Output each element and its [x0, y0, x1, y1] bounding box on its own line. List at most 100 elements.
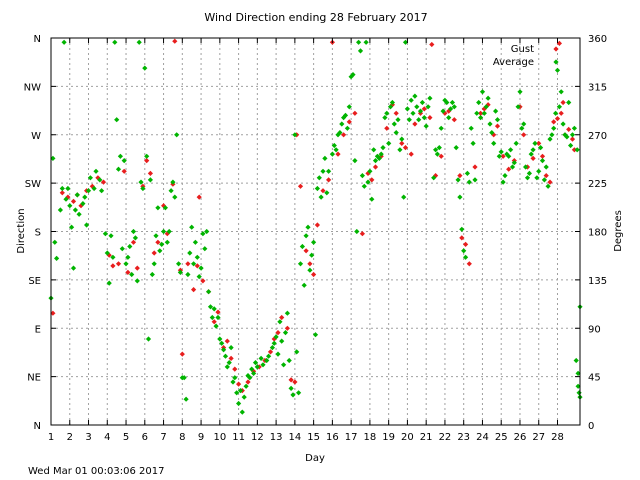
- gust-point: [408, 151, 414, 157]
- average-point: [359, 173, 365, 179]
- gust-point: [451, 117, 457, 123]
- gust-point: [185, 261, 191, 267]
- gust-point: [459, 235, 465, 241]
- average-point: [538, 145, 544, 151]
- average-point: [395, 117, 401, 123]
- average-point: [508, 147, 514, 153]
- average-point: [541, 177, 547, 183]
- average-point: [288, 385, 294, 391]
- gust-point: [438, 153, 444, 159]
- average-point: [554, 67, 561, 73]
- x-tick-label: 27: [532, 432, 545, 443]
- y2-tick-label: 270: [588, 131, 607, 142]
- average-point: [389, 99, 395, 106]
- average-point: [286, 357, 292, 364]
- gust-point: [134, 265, 140, 271]
- average-point: [251, 370, 257, 376]
- average-point: [376, 155, 382, 161]
- average-point: [367, 168, 373, 174]
- gust-point: [288, 377, 294, 383]
- average-point: [264, 357, 270, 364]
- average-point: [74, 192, 80, 198]
- gust-point: [172, 38, 178, 44]
- gust-point: [369, 177, 375, 183]
- average-point: [52, 239, 58, 245]
- x-tick-label: 18: [364, 432, 377, 443]
- gust-point: [106, 252, 112, 258]
- average-point: [545, 183, 551, 189]
- average-point: [172, 194, 178, 200]
- average-point: [521, 121, 527, 127]
- average-point: [320, 168, 326, 174]
- average-point: [357, 48, 364, 54]
- average-point: [67, 203, 73, 209]
- average-point: [147, 177, 153, 183]
- average-point: [239, 409, 245, 415]
- average-point: [93, 168, 99, 174]
- average-point: [449, 99, 455, 106]
- y2-tick-label: 225: [588, 179, 607, 190]
- average-point: [436, 145, 442, 151]
- y-tick-label: S: [35, 228, 41, 239]
- average-point: [433, 147, 439, 153]
- gust-point: [179, 351, 185, 357]
- gust-point: [59, 190, 65, 196]
- average-point: [149, 271, 155, 278]
- average-point: [493, 108, 499, 114]
- average-point: [417, 108, 424, 114]
- average-point: [365, 179, 371, 185]
- average-point: [297, 261, 304, 267]
- average-point: [526, 170, 532, 176]
- gust-point: [412, 121, 418, 127]
- average-point: [459, 226, 465, 232]
- gust-point: [341, 132, 347, 138]
- tick-labels: 1 2 3 4 5 6 7 8 9 10 11 12 13 14 15 16 17 18 19 20 21 22 23 24 2…: [24, 34, 607, 443]
- average-point: [354, 228, 360, 235]
- average-point: [187, 250, 193, 256]
- average-point: [502, 173, 508, 179]
- gust-point: [352, 110, 358, 116]
- average-point: [519, 125, 525, 131]
- average-point: [536, 168, 542, 174]
- gust-point: [245, 379, 251, 385]
- gust-point: [335, 151, 341, 157]
- legend-marker-average: [553, 59, 559, 65]
- average-point: [69, 224, 75, 230]
- gust-point: [121, 168, 127, 174]
- average-point: [292, 132, 298, 138]
- average-point: [63, 196, 69, 202]
- average-point: [524, 175, 531, 181]
- average-point: [206, 289, 212, 295]
- average-point: [76, 211, 82, 217]
- average-point: [136, 39, 142, 45]
- average-point: [491, 140, 497, 146]
- gust-point: [191, 287, 197, 293]
- gust-point: [560, 99, 566, 106]
- average-point: [54, 255, 60, 261]
- average-point: [369, 196, 375, 202]
- gust-point: [110, 263, 116, 269]
- average-point: [123, 261, 129, 267]
- average-point: [290, 392, 296, 398]
- average-point: [487, 121, 493, 127]
- x-tick-label: 8: [179, 432, 185, 443]
- average-point: [489, 130, 495, 136]
- average-point: [50, 155, 56, 161]
- average-point: [408, 97, 414, 103]
- gust-point: [211, 319, 217, 325]
- gust-point: [543, 173, 549, 179]
- average-point: [161, 228, 167, 235]
- average-point: [91, 185, 97, 192]
- average-point: [296, 390, 302, 396]
- x-tick-label: 11: [232, 432, 245, 443]
- average-point: [344, 125, 350, 131]
- average-point: [209, 314, 215, 321]
- average-point: [534, 175, 540, 181]
- average-point: [185, 271, 191, 278]
- gust-point: [275, 330, 281, 336]
- legend: Gust Average: [493, 44, 559, 68]
- average-point: [241, 394, 247, 400]
- gust-point: [521, 132, 527, 138]
- average-point: [378, 151, 384, 157]
- average-point: [331, 142, 337, 149]
